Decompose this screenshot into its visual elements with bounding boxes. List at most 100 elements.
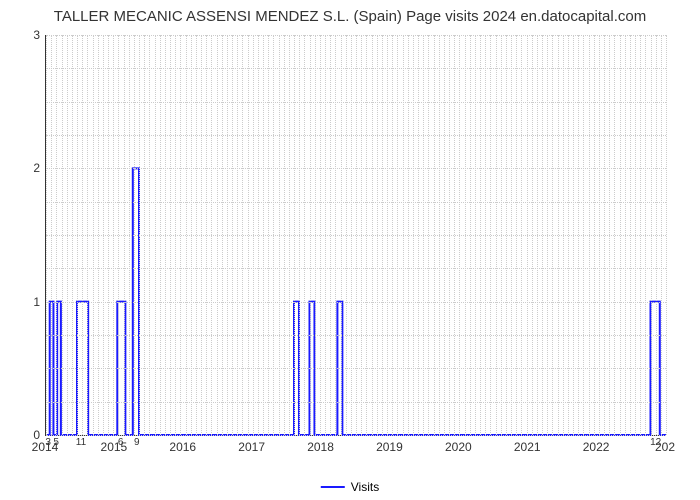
grid-v-minor: [377, 35, 378, 435]
grid-v-minor: [253, 35, 254, 435]
grid-v-minor: [186, 35, 187, 435]
grid-v-minor: [56, 35, 57, 435]
grid-v-minor: [237, 35, 238, 435]
grid-v-minor: [149, 35, 150, 435]
grid-v-minor: [444, 35, 445, 435]
grid-v-minor: [521, 35, 522, 435]
x-tick-label: 2017: [238, 440, 265, 454]
grid-v-minor: [160, 35, 161, 435]
grid-v-minor: [98, 35, 99, 435]
grid-v-major: [46, 35, 47, 435]
chart-title: TALLER MECANIC ASSENSI MENDEZ S.L. (Spai…: [0, 0, 700, 25]
grid-v-minor: [217, 35, 218, 435]
y-tick-label: 2: [25, 161, 40, 175]
legend-label: Visits: [351, 480, 379, 494]
grid-v-minor: [335, 35, 336, 435]
grid-v-minor: [501, 35, 502, 435]
grid-v-minor: [341, 35, 342, 435]
grid-v-minor: [175, 35, 176, 435]
y-tick-label: 1: [25, 295, 40, 309]
x-tick-label: 2020: [445, 440, 472, 454]
grid-v-minor: [532, 35, 533, 435]
grid-v-minor: [640, 35, 641, 435]
grid-v-minor: [568, 35, 569, 435]
x-tick-minor-label: 3: [45, 437, 51, 448]
grid-v-minor: [284, 35, 285, 435]
grid-v-major: [232, 35, 233, 435]
grid-v-minor: [268, 35, 269, 435]
grid-v-minor: [485, 35, 486, 435]
grid-v-minor: [439, 35, 440, 435]
grid-v-minor: [299, 35, 300, 435]
grid-v-minor: [155, 35, 156, 435]
x-tick-minor-label: 5: [53, 437, 59, 448]
grid-v-minor: [129, 35, 130, 435]
grid-v-major: [294, 35, 295, 435]
grid-v-minor: [578, 35, 579, 435]
grid-v-minor: [408, 35, 409, 435]
grid-v-major: [542, 35, 543, 435]
grid-v-minor: [403, 35, 404, 435]
grid-v-minor: [103, 35, 104, 435]
y-tick-label: 3: [25, 28, 40, 42]
grid-v-minor: [211, 35, 212, 435]
grid-v-minor: [413, 35, 414, 435]
x-tick-minor-label: 11: [76, 437, 86, 448]
grid-v-minor: [191, 35, 192, 435]
grid-v-major: [356, 35, 357, 435]
x-tick-label: 2021: [514, 440, 541, 454]
grid-v-minor: [599, 35, 600, 435]
grid-v-minor: [656, 35, 657, 435]
grid-v-minor: [645, 35, 646, 435]
grid-v-minor: [506, 35, 507, 435]
grid-v-minor: [465, 35, 466, 435]
grid-v-minor: [651, 35, 652, 435]
grid-v-minor: [51, 35, 52, 435]
grid-v-minor: [490, 35, 491, 435]
grid-v-minor: [454, 35, 455, 435]
grid-v-minor: [351, 35, 352, 435]
grid-v-minor: [87, 35, 88, 435]
grid-v-minor: [397, 35, 398, 435]
grid-v-minor: [428, 35, 429, 435]
grid-v-minor: [630, 35, 631, 435]
grid-v-minor: [661, 35, 662, 435]
grid-v-minor: [361, 35, 362, 435]
grid-v-minor: [547, 35, 548, 435]
x-tick-minor-label: 12: [650, 437, 661, 448]
grid-v-minor: [320, 35, 321, 435]
grid-v-minor: [310, 35, 311, 435]
grid-v-minor: [558, 35, 559, 435]
grid-v-minor: [134, 35, 135, 435]
grid-v-minor: [434, 35, 435, 435]
grid-v-major: [604, 35, 605, 435]
grid-v-minor: [366, 35, 367, 435]
grid-v-minor: [139, 35, 140, 435]
grid-v-minor: [180, 35, 181, 435]
plot-area: [45, 35, 666, 436]
x-tick-label: 2018: [307, 440, 334, 454]
x-tick-label: 2022: [583, 440, 610, 454]
grid-v-minor: [423, 35, 424, 435]
grid-v-minor: [372, 35, 373, 435]
grid-v-major: [170, 35, 171, 435]
grid-v-major: [108, 35, 109, 435]
grid-v-minor: [589, 35, 590, 435]
grid-v-minor: [537, 35, 538, 435]
grid-v-minor: [552, 35, 553, 435]
grid-v-minor: [583, 35, 584, 435]
grid-v-minor: [635, 35, 636, 435]
grid-v-minor: [325, 35, 326, 435]
grid-v-minor: [609, 35, 610, 435]
grid-v-minor: [289, 35, 290, 435]
grid-v-minor: [563, 35, 564, 435]
grid-v-minor: [620, 35, 621, 435]
grid-v-minor: [82, 35, 83, 435]
grid-h-major: [46, 435, 666, 436]
grid-v-minor: [248, 35, 249, 435]
grid-v-minor: [346, 35, 347, 435]
grid-v-minor: [242, 35, 243, 435]
grid-v-minor: [315, 35, 316, 435]
x-tick-label: 2016: [169, 440, 196, 454]
grid-v-minor: [475, 35, 476, 435]
